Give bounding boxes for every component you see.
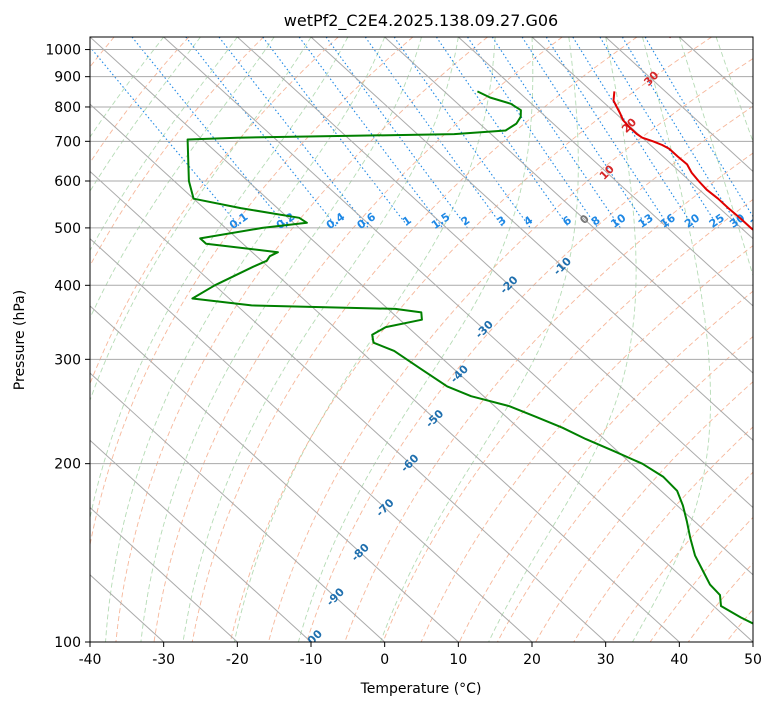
y-axis-label: Pressure (hPa) [12, 290, 28, 390]
x-tick-label: 20 [523, 652, 541, 668]
y-tick-label: 400 [54, 278, 81, 294]
y-tick-label: 500 [54, 221, 81, 237]
x-tick-label: -20 [226, 652, 249, 668]
y-tick-label: 800 [54, 100, 81, 116]
chart-title: wetPf2_C2E4.2025.138.09.27.G06 [284, 11, 558, 31]
y-tick-label: 200 [54, 457, 81, 473]
x-tick-label: -30 [152, 652, 175, 668]
x-tick-label: 50 [744, 652, 762, 668]
x-tick-label: 30 [597, 652, 615, 668]
x-axis-label: Temperature (°C) [360, 681, 482, 697]
x-tick-label: -40 [79, 652, 102, 668]
y-tick-label: 1000 [45, 43, 81, 59]
y-tick-label: 100 [54, 635, 81, 651]
x-tick-label: -10 [300, 652, 323, 668]
y-tick-label: 300 [54, 352, 81, 368]
y-tick-label: 900 [54, 70, 81, 86]
x-tick-label: 0 [380, 652, 389, 668]
y-tick-label: 700 [54, 134, 81, 150]
y-tick-label: 600 [54, 174, 81, 190]
x-tick-label: 40 [670, 652, 688, 668]
x-tick-label: 10 [449, 652, 467, 668]
